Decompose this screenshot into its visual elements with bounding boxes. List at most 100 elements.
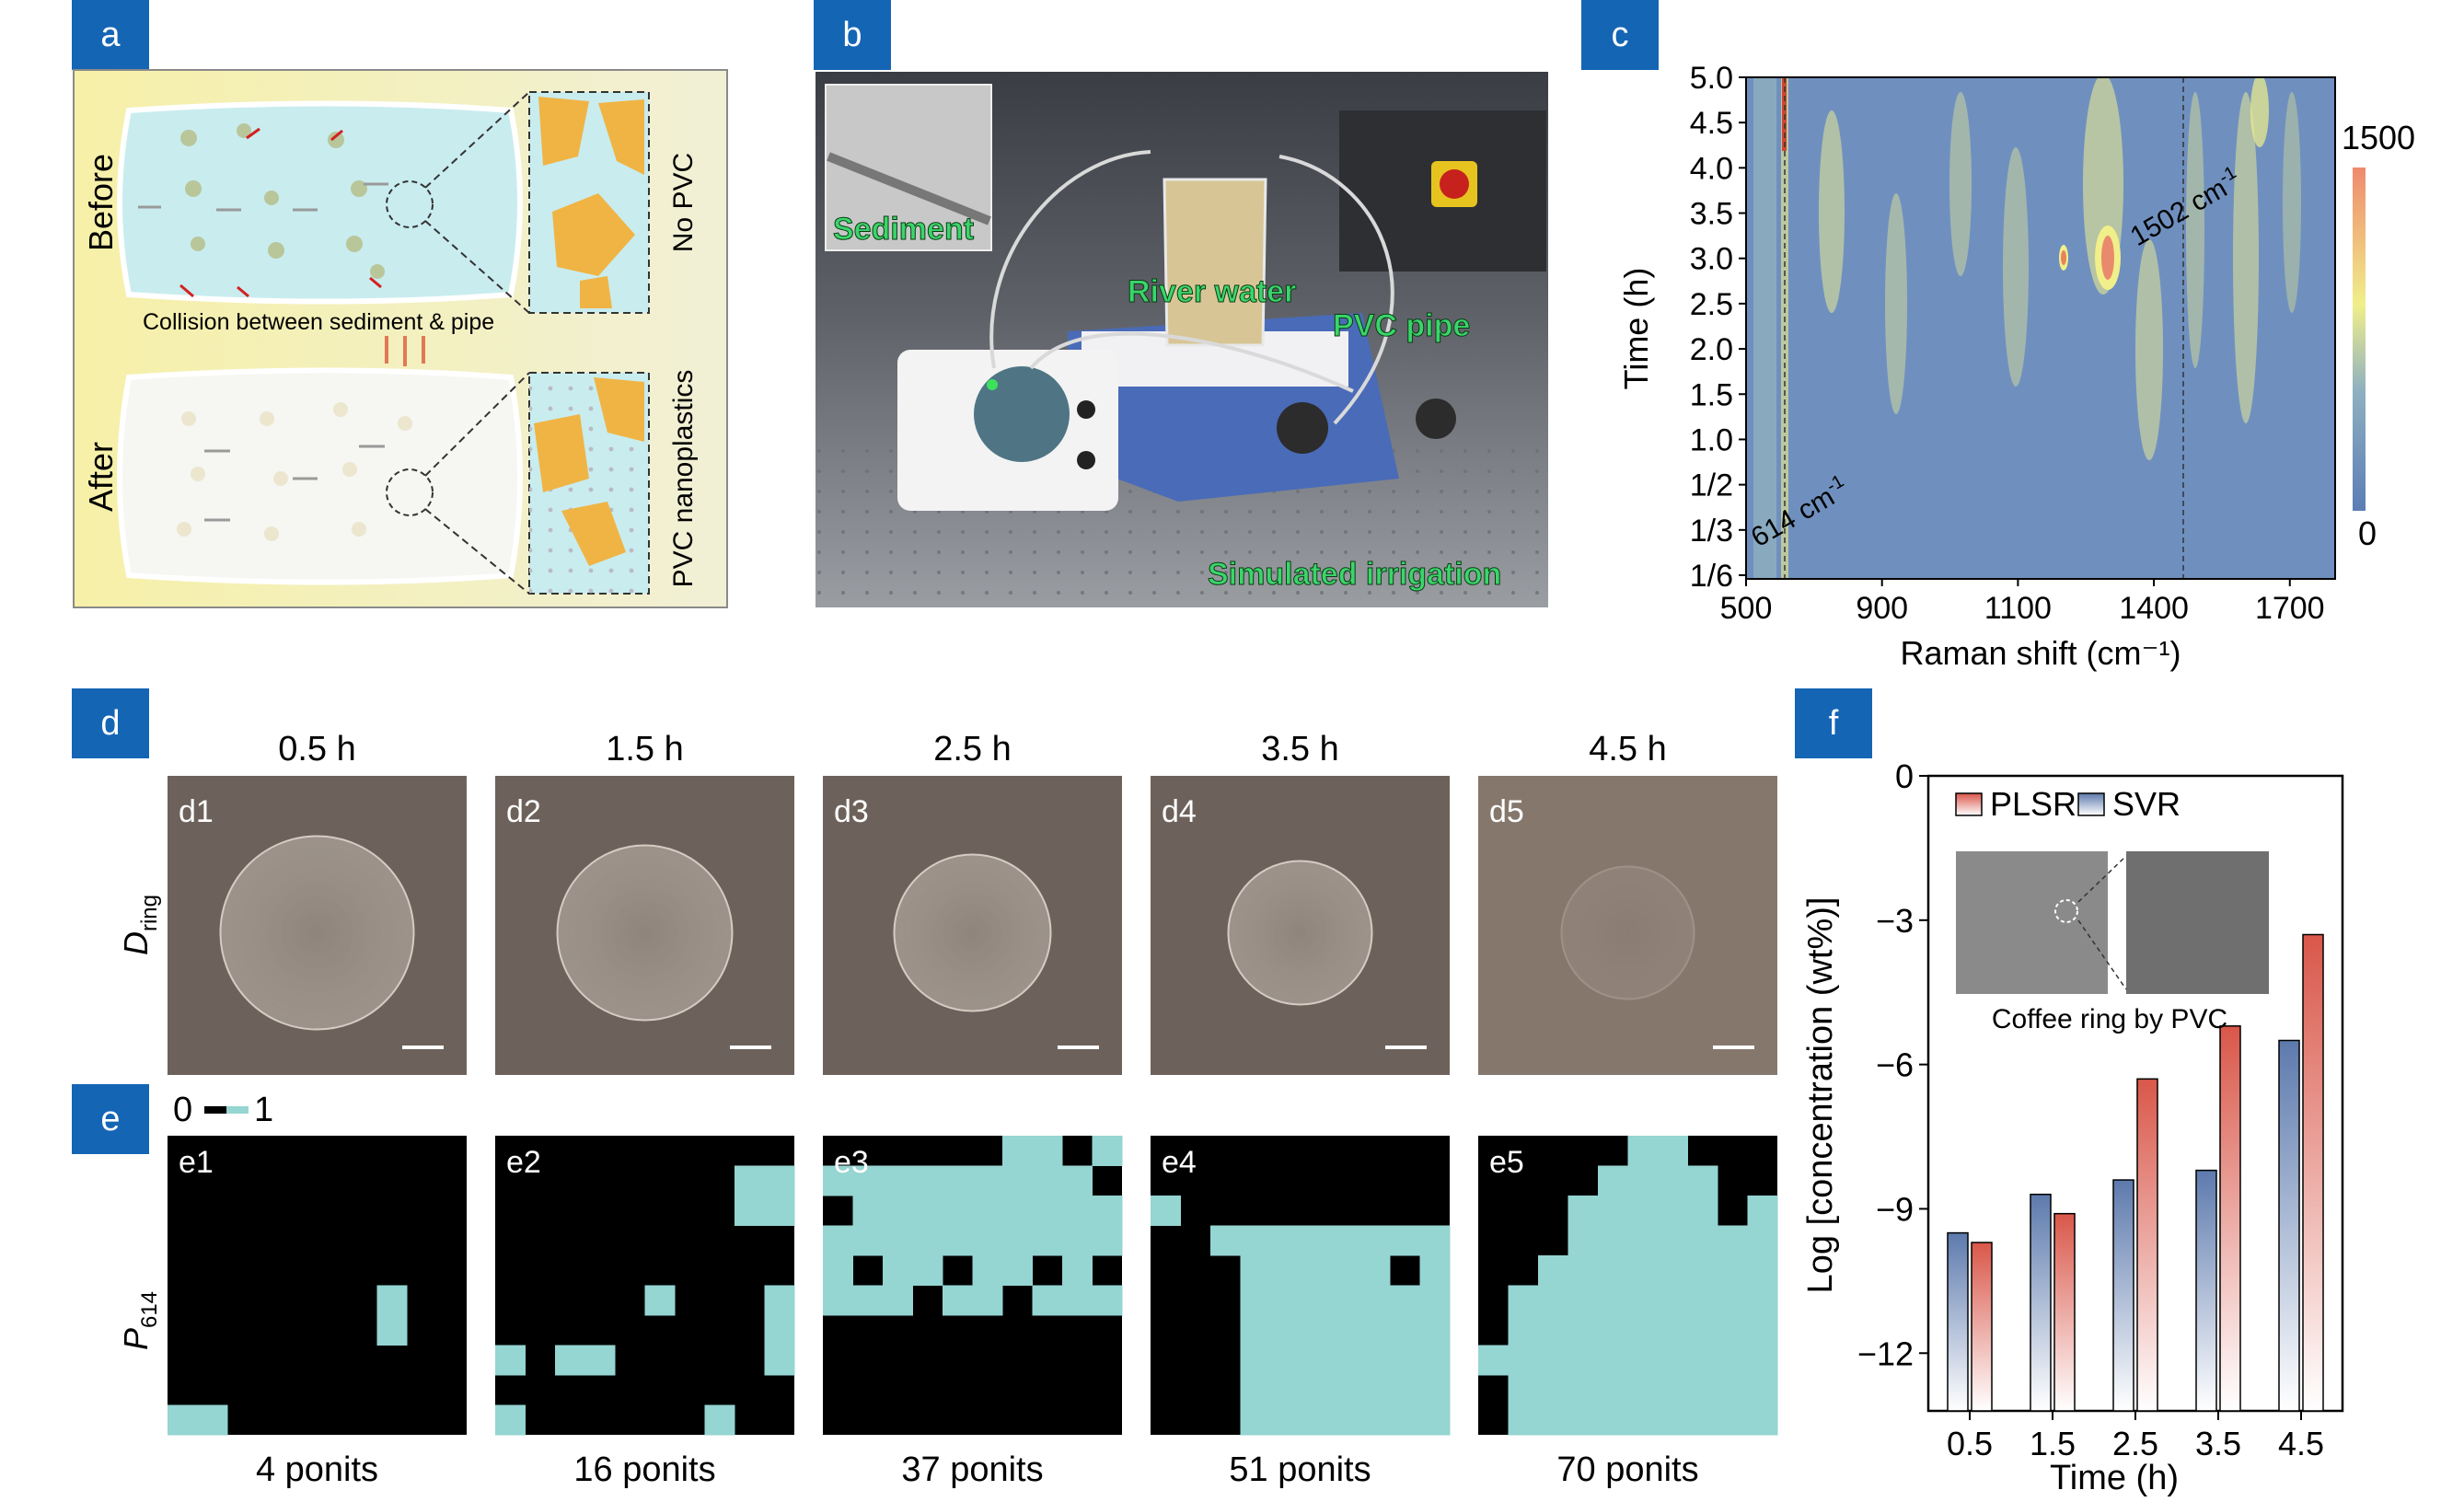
stirrer-knob-2 [1416,399,1456,439]
collision-arrows [179,127,382,298]
bar-svr [2030,1194,2052,1412]
binary-cell [1747,1345,1778,1376]
binary-cell [1300,1404,1331,1436]
binary-cell [1419,1255,1451,1286]
x-tick-label: 1700 [2255,591,2325,626]
stirrer-knob-1 [1277,402,1328,454]
coffee-ring [219,835,415,1031]
sediment-particles [177,123,412,541]
binary-cell [1718,1345,1748,1376]
binary-cell [764,1196,795,1226]
y-tick-label: 1.5 [1690,377,1733,412]
binary-cell [495,1345,526,1376]
bar-svr [2278,1039,2300,1412]
micrograph-label: d3 [834,794,869,829]
binary-cell [1390,1375,1420,1405]
binary-cell [735,1165,765,1196]
pump-knob-2 [1077,451,1095,469]
binary-cell [1092,1136,1123,1166]
binary-cell [1687,1255,1718,1286]
binary-cell [1598,1165,1628,1196]
binary-cell [1478,1345,1509,1376]
binary-cell [1092,1196,1123,1226]
inset-caption: Coffee ring by PVC [1992,1004,2227,1034]
binary-cell [1658,1255,1688,1286]
label-river-water: River water [1128,274,1296,309]
binary-cell [1658,1375,1688,1405]
binary-cell [1687,1315,1718,1346]
binary-cell [1508,1315,1539,1346]
panel-e-tag: e [100,1100,120,1138]
binary-cell [1687,1225,1718,1256]
legend-svr: SVR [2112,785,2181,823]
y-tick-label: 3.0 [1690,242,1733,277]
point-count: 37 ponits [901,1450,1043,1489]
colorbar [2353,168,2366,511]
bar-plsr [2219,1025,2241,1412]
colorbar-min: 0 [2358,514,2377,552]
legend-zero: 0 [173,1091,192,1129]
binary-cell [943,1196,973,1226]
bar-svr [2195,1169,2217,1412]
binary-cell [1687,1375,1718,1405]
bar-plsr [2302,933,2324,1412]
binary-cell [823,1285,853,1316]
binary-cell [912,1165,943,1196]
binary-cell [1330,1285,1360,1316]
y-tick-label: 0 [1895,757,1914,795]
binary-cell [1627,1255,1659,1286]
binary-cell [1598,1196,1628,1226]
panel-d-tag-box [72,688,149,758]
binary-cell [1747,1375,1778,1405]
binary-cell [555,1345,585,1376]
bar-plsr [1971,1242,1993,1412]
binary-cell [376,1285,408,1316]
binary-cell [1538,1285,1568,1316]
binary-cell [1359,1404,1391,1436]
binary-cell [1598,1315,1628,1346]
binary-cell [943,1165,973,1196]
binary-cell [1032,1225,1063,1256]
binary-cell [1747,1196,1778,1226]
binary-cell [912,1225,943,1256]
binary-cell [1002,1255,1033,1286]
zoom-circle-after [386,468,434,516]
binary-cell [1270,1225,1301,1256]
binary-cell [1627,1225,1659,1256]
x-axis-ticks: 500 900 1100 1400 1700 [1720,579,2325,626]
x-tick-label: 1100 [1984,591,2052,626]
binary-cell [1300,1225,1331,1256]
estop-button [1440,169,1469,199]
binary-cell [1627,1285,1659,1316]
micrograph-label: d1 [179,794,214,829]
binary-cell [168,1404,198,1436]
bar-plsr [2053,1212,2076,1412]
binary-cell [1240,1375,1271,1405]
binary-cell [1718,1375,1748,1405]
sem-zoom-circle [2054,899,2078,923]
binary-cell [972,1255,1003,1286]
binary-cell [823,1165,853,1196]
binary-cell [1032,1136,1063,1166]
binary-cell [1658,1404,1688,1436]
binary-cell [1390,1345,1420,1376]
sem-zoom-line-1 [2077,855,2127,903]
x-tick-label: 900 [1856,591,1908,626]
binary-cell [1359,1255,1391,1286]
binary-cell [735,1196,765,1226]
sem-inset-right [2126,851,2269,994]
panel-c: c [1581,0,2415,672]
binary-cell [644,1285,676,1316]
panel-f-tag: f [1829,704,1839,743]
binary-cell [1092,1225,1123,1256]
raman-heatmap [1746,77,2335,579]
y-tick-label: 1/3 [1690,514,1733,549]
binary-cell [972,1165,1003,1196]
binary-cell [1002,1225,1033,1256]
binary-cell [1538,1375,1568,1405]
binary-cell [1270,1404,1301,1436]
time-label: 0.5 h [278,730,356,768]
binary-cell [972,1225,1003,1256]
panel-c-tag: c [1612,16,1629,54]
binary-cell [1419,1315,1451,1346]
